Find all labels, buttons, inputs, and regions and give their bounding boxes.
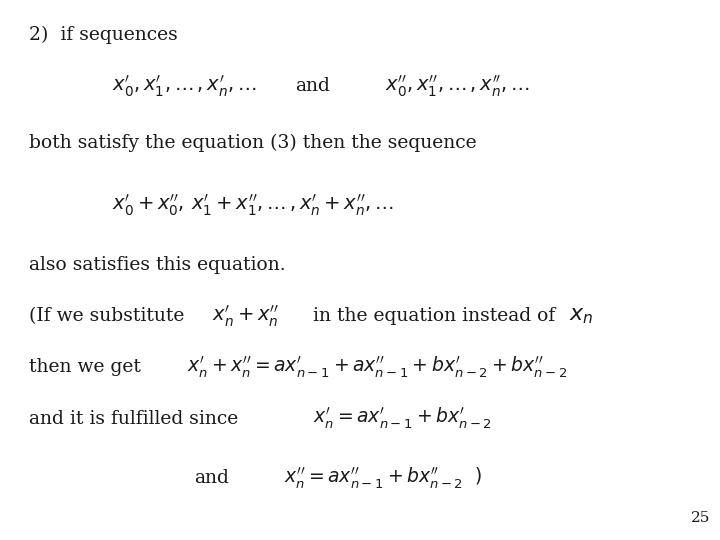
Text: and: and bbox=[194, 469, 229, 487]
Text: $x^{\prime\prime}_{n}=ax^{\prime\prime}_{n-1}+bx^{\prime\prime}_{n-2}$  ): $x^{\prime\prime}_{n}=ax^{\prime\prime}_… bbox=[284, 465, 482, 491]
Text: $x^{\prime}_{0}, x^{\prime}_{1},\ldots\,,x^{\prime}_{n},\ldots$: $x^{\prime}_{0}, x^{\prime}_{1},\ldots\,… bbox=[112, 73, 256, 99]
Text: $x^{\prime\prime}_{0}, x^{\prime\prime}_{1},\ldots\,,x^{\prime\prime}_{n},\ldots: $x^{\prime\prime}_{0}, x^{\prime\prime}_… bbox=[385, 73, 530, 99]
Text: in the equation instead of: in the equation instead of bbox=[313, 307, 555, 325]
Text: 25: 25 bbox=[691, 511, 711, 525]
Text: $x^{\prime}_{0}+x^{\prime\prime}_{0},\,x^{\prime}_{1}+x^{\prime\prime}_{1},\ldot: $x^{\prime}_{0}+x^{\prime\prime}_{0},\,x… bbox=[112, 192, 394, 218]
Text: also satisfies this equation.: also satisfies this equation. bbox=[29, 255, 285, 274]
Text: $x^{\prime}_{n}+x^{\prime\prime}_{n}=ax^{\prime}_{n-1}+ax^{\prime\prime}_{n-1}+b: $x^{\prime}_{n}+x^{\prime\prime}_{n}=ax^… bbox=[187, 354, 567, 380]
Text: and it is fulfilled since: and it is fulfilled since bbox=[29, 409, 238, 428]
Text: (If we substitute: (If we substitute bbox=[29, 307, 184, 325]
Text: $x_{n}$: $x_{n}$ bbox=[569, 306, 593, 326]
Text: and: and bbox=[295, 77, 330, 96]
Text: $x^{\prime}_{n}=ax^{\prime}_{n-1}+bx^{\prime}_{n-2}$: $x^{\prime}_{n}=ax^{\prime}_{n-1}+bx^{\p… bbox=[313, 406, 492, 431]
Text: $x^{\prime}_{n}+x^{\prime\prime}_{n}$: $x^{\prime}_{n}+x^{\prime\prime}_{n}$ bbox=[212, 303, 279, 329]
Text: then we get: then we get bbox=[29, 358, 140, 376]
Text: 2)  if sequences: 2) if sequences bbox=[29, 26, 178, 44]
Text: both satisfy the equation (3) then the sequence: both satisfy the equation (3) then the s… bbox=[29, 134, 477, 152]
